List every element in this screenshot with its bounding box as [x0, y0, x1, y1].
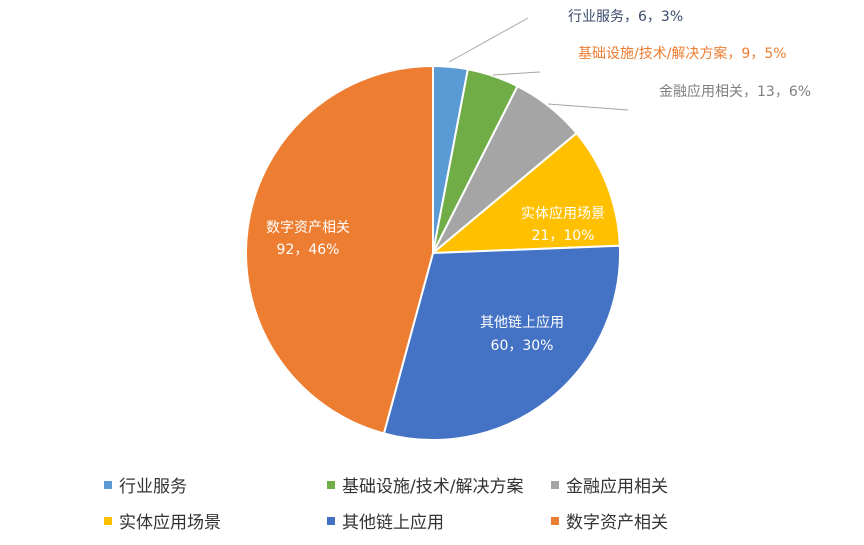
data-label-infrastructure: 基础设施/技术/解决方案，9，5%: [578, 45, 787, 62]
leader-line: [492, 71, 541, 76]
leader-line: [547, 103, 629, 111]
data-label-industry-service: 行业服务，6，3%: [568, 9, 683, 25]
leader-line: [448, 17, 529, 63]
data-label-other-onchain: 其他链上应用: [480, 314, 564, 331]
data-label-physical-scenarios: 实体应用场景: [521, 205, 605, 222]
pie-slice-digital-assets: [245, 64, 434, 435]
data-label-digital-assets: 数字资产相关: [266, 220, 350, 236]
data-label-finance: 金融应用相关，13，6%: [659, 83, 811, 100]
pie-slice-other-onchain: [382, 244, 621, 441]
data-label-physical-scenarios: 21，10%: [532, 228, 595, 244]
data-label-other-onchain: 60，30%: [491, 338, 554, 354]
data-label-digital-assets: 92，46%: [277, 242, 340, 258]
pie-slice-physical-scenarios: [430, 131, 621, 255]
